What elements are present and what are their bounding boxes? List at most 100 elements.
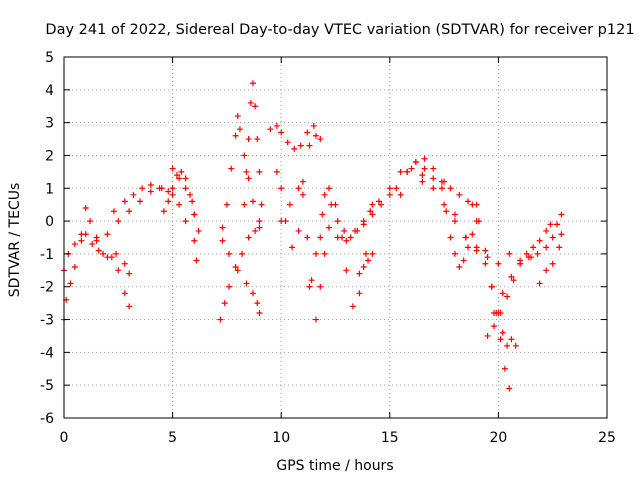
data-point [252,103,259,110]
data-point [499,329,506,336]
data-point [278,185,285,192]
data-point [256,168,263,175]
data-point [321,250,328,257]
data-point [375,198,382,205]
data-point [378,201,385,208]
data-point [484,254,491,261]
data-point [312,132,319,139]
x-tick-label: 0 [60,430,69,446]
data-point [530,244,537,251]
series-sat-b [61,231,133,323]
data-point [404,168,411,175]
data-point [343,237,350,244]
series-sat-g [217,224,263,323]
series-sat-p [356,250,376,277]
data-point [306,142,313,149]
data-point [482,247,489,254]
data-point [278,129,285,136]
data-point [297,142,304,149]
data-point [113,250,120,257]
series-sat-l [278,185,328,323]
data-point [273,122,280,129]
data-point [126,303,133,310]
data-point [504,342,511,349]
data-point [447,234,454,241]
data-point [491,323,498,330]
data-point [156,185,163,192]
data-point [369,211,376,218]
grid [64,57,607,418]
data-point [252,227,259,234]
data-point [517,260,524,267]
data-point [71,241,78,248]
data-point [228,165,235,172]
data-point [499,290,506,297]
data-point [430,175,437,182]
data-point [165,188,172,195]
y-tick-label: 2 [45,148,54,164]
data-point [217,316,224,323]
data-point [67,280,74,287]
data-point [312,250,319,257]
data-point [121,198,128,205]
data-point [460,257,467,264]
data-point [456,264,463,271]
x-tick-label: 15 [381,430,399,446]
data-point [273,168,280,175]
data-point [549,260,556,267]
data-point [317,136,324,143]
data-point [317,283,324,290]
series-sat-i [241,80,265,208]
data-point [430,185,437,192]
data-point [441,178,448,185]
data-point [525,254,532,261]
data-point [169,191,176,198]
series-sat-f [219,113,263,231]
data-point [543,244,550,251]
data-point [299,178,306,185]
data-point [182,175,189,182]
data-point [386,191,393,198]
data-point [139,185,146,192]
data-point [110,208,117,215]
data-point [236,126,243,133]
y-tick-label: 3 [45,116,54,132]
data-point [360,264,367,271]
data-point [508,336,515,343]
y-tick-label: 4 [45,83,54,99]
data-point [536,237,543,244]
data-point [482,260,489,267]
data-point [267,126,274,133]
data-point [169,165,176,172]
data-point [456,191,463,198]
data-point [419,172,426,179]
data-point [362,250,369,257]
series-sat-m [306,185,376,310]
y-tick-label: -2 [40,280,54,296]
y-tick-label: 1 [45,181,54,197]
data-point [254,136,261,143]
data-point [334,234,341,241]
data-point [249,80,256,87]
data-point [78,237,85,244]
data-point [495,260,502,267]
data-point [219,237,226,244]
data-point [89,241,96,248]
data-point [232,264,239,271]
data-point [328,201,335,208]
data-point [430,165,437,172]
data-point [104,231,111,238]
data-point [506,250,513,257]
x-axis-label: GPS time / hours [276,458,393,474]
data-point [469,231,476,238]
data-point [325,224,332,231]
data-point [71,264,78,271]
data-point [308,277,315,284]
x-tick-label: 10 [272,430,290,446]
data-point [310,122,317,129]
data-point [299,191,306,198]
data-point [462,234,469,241]
data-point [438,185,445,192]
data-point [506,385,513,392]
